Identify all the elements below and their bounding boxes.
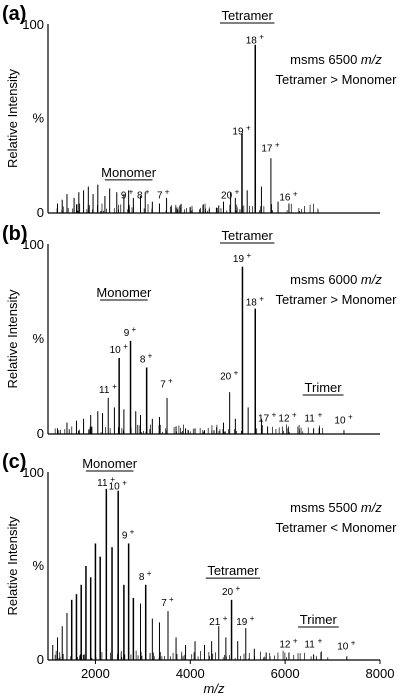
peak-charge: + xyxy=(235,188,240,197)
peak-label: 20 xyxy=(220,372,232,383)
peak-label: 9 xyxy=(122,531,128,542)
peak-charge: + xyxy=(293,190,298,199)
species-label: Monomer xyxy=(96,285,152,300)
ytick-percent-1: % xyxy=(32,331,44,346)
note-line-1: msms 6000 m/z xyxy=(290,272,382,287)
note-line-2: Tetramer < Monomer xyxy=(275,520,397,535)
ytick-0-0: 0 xyxy=(37,205,44,220)
peak-label: 11 xyxy=(99,385,110,396)
peak-charge: + xyxy=(293,637,298,646)
species-label: Tetramer xyxy=(222,228,274,243)
peak-charge: + xyxy=(236,584,241,593)
x-tick-label: 8000 xyxy=(366,666,395,681)
ytick-0-2: 0 xyxy=(37,652,44,667)
species-label: Trimer xyxy=(300,612,338,627)
species-label: Trimer xyxy=(305,380,343,395)
panel-label-1: (b) xyxy=(2,223,28,245)
peak-label: 19 xyxy=(232,126,244,137)
species-label: Monomer xyxy=(101,165,157,180)
peak-label: 11 xyxy=(304,414,315,425)
peak-charge: + xyxy=(122,479,127,488)
peak-charge: + xyxy=(169,595,174,604)
species-label: Tetramer xyxy=(222,8,274,23)
peak-label: 20 xyxy=(221,191,233,202)
y-axis-label-2: Relative Intensity xyxy=(5,516,20,615)
peak-label: 9 xyxy=(124,328,130,339)
peak-label: 8 xyxy=(137,191,143,202)
x-tick-label: 4000 xyxy=(176,666,205,681)
peak-label: 12 xyxy=(278,414,290,425)
peak-charge: + xyxy=(129,188,134,197)
peak-label: 20 xyxy=(222,587,234,598)
x-axis-label: m/z xyxy=(204,681,225,694)
peak-charge: + xyxy=(145,188,150,197)
note-line-1: msms 5500 m/z xyxy=(290,500,382,515)
peak-charge: + xyxy=(348,412,353,421)
peak-label: 7 xyxy=(160,379,166,390)
peak-label: 7 xyxy=(161,598,167,609)
peak-label: 10 xyxy=(109,482,121,493)
peak-charge: + xyxy=(318,411,323,420)
x-tick-label: 2000 xyxy=(81,666,110,681)
peak-charge: + xyxy=(246,251,251,260)
note-line-2: Tetramer > Monomer xyxy=(275,292,397,307)
panel-label-2: (c) xyxy=(2,451,26,473)
peak-label: 18 xyxy=(246,36,258,47)
peak-label: 12 xyxy=(279,640,291,651)
peak-charge: + xyxy=(168,376,173,385)
note-line-1: msms 6500 m/z xyxy=(290,52,382,67)
species-label: Monomer xyxy=(82,456,138,471)
peak-label: 11 xyxy=(304,640,315,651)
peak-label: 8 xyxy=(139,572,145,583)
peak-charge: + xyxy=(147,569,152,578)
peak-charge: + xyxy=(351,638,356,647)
peak-charge: + xyxy=(148,352,153,361)
peak-charge: + xyxy=(223,614,228,623)
peak-label: 9 xyxy=(121,191,127,202)
y-axis-label-1: Relative Intensity xyxy=(5,289,20,388)
peak-label: 10 xyxy=(337,641,349,652)
ytick-percent-0: % xyxy=(32,111,44,126)
peak-charge: + xyxy=(259,33,264,42)
peak-label: 16 xyxy=(279,193,291,204)
peak-label: 17 xyxy=(261,143,273,154)
peak-charge: + xyxy=(110,475,115,484)
panel-label-0: (a) xyxy=(2,3,26,25)
ytick-0-1: 0 xyxy=(37,426,44,441)
peak-charge: + xyxy=(292,411,297,420)
peak-charge: + xyxy=(259,295,264,304)
peak-charge: + xyxy=(234,369,239,378)
peak-label: 11 xyxy=(97,478,108,489)
peak-charge: + xyxy=(318,637,323,646)
note-line-2: Tetramer > Monomer xyxy=(275,72,397,87)
peak-charge: + xyxy=(123,342,128,351)
peak-label: 18 xyxy=(246,298,258,309)
x-tick-label: 6000 xyxy=(271,666,300,681)
y-axis-label-0: Relative Intensity xyxy=(5,69,20,168)
ytick-100-0: 100 xyxy=(22,17,44,32)
peak-charge: + xyxy=(130,528,135,537)
peak-charge: + xyxy=(275,140,280,149)
ytick-percent-2: % xyxy=(32,558,44,573)
peak-charge: + xyxy=(132,325,137,334)
peak-label: 10 xyxy=(334,415,346,426)
peak-charge: + xyxy=(250,614,255,623)
peak-label: 19 xyxy=(233,254,245,265)
peak-label: 21 xyxy=(209,617,221,628)
peak-charge: + xyxy=(246,123,251,132)
peak-label: 10 xyxy=(110,345,122,356)
peak-label: 17 xyxy=(258,414,270,425)
peak-label: 19 xyxy=(236,617,248,628)
peak-charge: + xyxy=(112,382,117,391)
ytick-100-2: 100 xyxy=(22,465,44,480)
species-label: Tetramer xyxy=(207,563,259,578)
peak-label: 7 xyxy=(157,191,163,202)
peak-charge: + xyxy=(272,411,277,420)
ytick-100-1: 100 xyxy=(22,237,44,252)
peak-label: 8 xyxy=(140,355,146,366)
peak-charge: + xyxy=(165,188,170,197)
